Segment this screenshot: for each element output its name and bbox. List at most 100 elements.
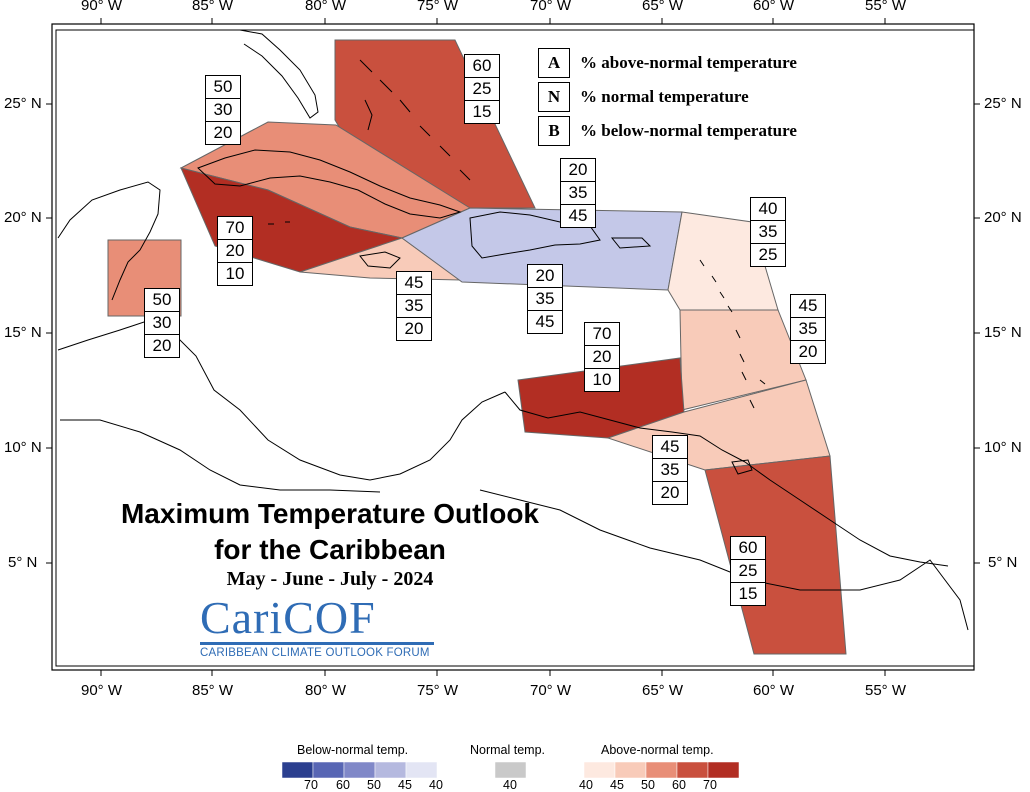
prob-normal: 30: [145, 311, 179, 334]
colorbar-below: [281, 761, 438, 779]
prob-normal: 35: [653, 458, 687, 481]
prob-above: 45: [404, 273, 424, 292]
prob-above: 60: [738, 538, 758, 557]
prob-normal: 35: [791, 317, 825, 340]
y-tick-label-right: 20° N: [984, 209, 1022, 226]
prob-normal: 25: [731, 559, 765, 582]
prob-box-cuba: 50 30 20: [205, 75, 241, 145]
prob-below: 20: [206, 121, 240, 144]
season-label: May - June - July - 2024: [226, 568, 434, 590]
prob-box-cayman: 70 20 10: [217, 216, 253, 286]
yucatan-coast: [57, 181, 161, 301]
colorbar-above-label: 50: [641, 778, 655, 792]
y-tick-label: 15° N: [4, 324, 42, 341]
colorbar-below-label: 70: [304, 778, 318, 792]
prob-box-hispaniola-south: 20 35 45: [527, 264, 563, 334]
bahamas-islands: [359, 59, 471, 181]
colorbar-below-label: 40: [429, 778, 443, 792]
prob-below: 10: [218, 262, 252, 285]
key-letter: B: [538, 116, 570, 146]
colorbar-swatch: [676, 761, 709, 779]
probability-key: A % above-normal temperature N % normal …: [538, 46, 844, 148]
key-text: % above-normal temperature: [580, 53, 797, 72]
x-tick-label-top: 80° W: [305, 0, 347, 14]
x-tick-label-top: 75° W: [417, 0, 459, 14]
x-tick-label: 75° W: [417, 682, 459, 699]
prob-below: 25: [751, 243, 785, 266]
prob-below: 10: [585, 368, 619, 391]
plot-border: [55, 29, 975, 667]
y-tick-label: 25° N: [4, 95, 42, 112]
key-text: % normal temperature: [580, 87, 749, 106]
prob-above: 40: [758, 199, 778, 218]
map-title-line2: for the Caribbean: [214, 534, 446, 565]
prob-below: 20: [145, 334, 179, 357]
y-tick-label: 10° N: [4, 439, 42, 456]
y-tick-label-right: 15° N: [984, 324, 1022, 341]
key-row-below: B % below-normal temperature: [538, 114, 844, 148]
prob-normal: 35: [528, 287, 562, 310]
prob-normal: 35: [751, 220, 785, 243]
prob-normal: 35: [397, 294, 431, 317]
prob-normal: 30: [206, 98, 240, 121]
colorbar-normal-label: 40: [503, 778, 517, 792]
key-row-above: A % above-normal temperature: [538, 46, 844, 80]
x-tick-label: 60° W: [753, 682, 795, 699]
colorbar-swatch: [374, 761, 407, 779]
prob-box-guianas: 60 25 15: [730, 536, 766, 606]
prob-above: 20: [535, 266, 555, 285]
prob-above: 20: [568, 160, 588, 179]
prob-below: 20: [653, 481, 687, 504]
colorbar-normal: [494, 761, 527, 779]
logo-subtitle: CARIBBEAN CLIMATE OUTLOOK FORUM: [200, 647, 430, 659]
prob-above: 50: [213, 77, 233, 96]
coastlines: [57, 29, 969, 631]
colorbar-swatch: [645, 761, 678, 779]
prob-box-jamaica: 45 35 20: [396, 271, 432, 341]
prob-box-bahamas: 60 25 15: [464, 54, 500, 124]
florida-coast: [239, 29, 319, 119]
caricof-logo: CariCOF CARIBBEAN CLIMATE OUTLOOK FORUM: [200, 594, 434, 659]
prob-box-trinidad: 45 35 20: [652, 435, 688, 505]
colorbar-swatch: [405, 761, 438, 779]
prob-below: 15: [465, 100, 499, 123]
guianas-coast: [744, 461, 949, 567]
colorbar-swatch: [281, 761, 314, 779]
prob-below: 15: [731, 582, 765, 605]
prob-above: 45: [798, 296, 818, 315]
y-tick-label-right: 10° N: [984, 439, 1022, 456]
map-title-line1: Maximum Temperature Outlook: [120, 498, 539, 529]
cuba-coast: [197, 149, 462, 219]
trinidad-island: [731, 459, 753, 475]
prob-box-windward: 45 35 20: [790, 294, 826, 364]
prob-box-belize: 50 30 20: [144, 288, 180, 358]
lesser-antilles: [699, 259, 766, 409]
x-tick-label-top: 85° W: [192, 0, 234, 14]
prob-box-leeward: 40 35 25: [750, 197, 786, 267]
colorbar-below-label: 45: [398, 778, 412, 792]
colorbar-above-label: 70: [703, 778, 717, 792]
y-tick-label-right: 5° N: [988, 554, 1018, 571]
colorbar-swatch: [494, 761, 527, 779]
axis-ticks: [46, 18, 980, 676]
y-tick-label: 5° N: [8, 554, 38, 571]
x-tick-label-top: 55° W: [865, 0, 907, 14]
prob-above: 60: [472, 56, 492, 75]
x-tick-label: 65° W: [642, 682, 684, 699]
colorbar-above-label: 40: [579, 778, 593, 792]
key-row-normal: N % normal temperature: [538, 80, 844, 114]
x-tick-label: 80° W: [305, 682, 347, 699]
colorbar-swatch: [707, 761, 740, 779]
x-tick-label: 90° W: [81, 682, 123, 699]
prob-above: 70: [225, 218, 245, 237]
hispaniola-coast: [469, 211, 601, 259]
colorbar-below-title: Below-normal temp.: [297, 743, 409, 757]
venezuela-coast: [504, 391, 746, 463]
prob-normal: 20: [218, 239, 252, 262]
y-tick-label: 20° N: [4, 209, 42, 226]
x-tick-label-top: 70° W: [530, 0, 572, 14]
colorbar-above: [583, 761, 740, 779]
colorbar-swatch: [343, 761, 376, 779]
colorbar-above-label: 60: [672, 778, 686, 792]
